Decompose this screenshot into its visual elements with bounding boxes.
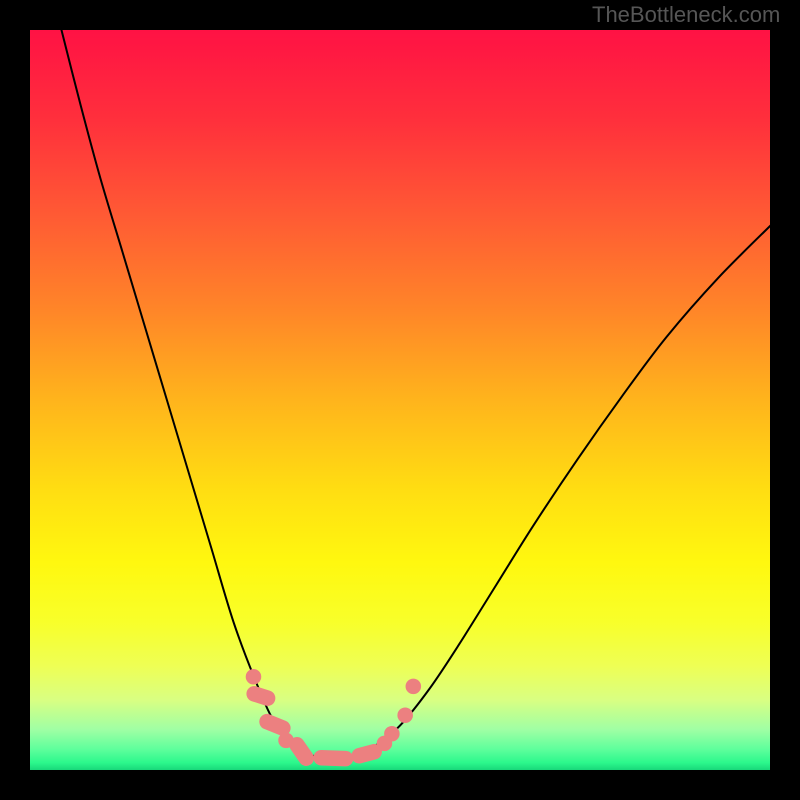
marker-dot bbox=[406, 679, 422, 695]
plot-area bbox=[30, 30, 770, 770]
marker-dot bbox=[397, 707, 413, 723]
marker-dot bbox=[246, 669, 262, 685]
chart-frame: TheBottleneck.com bbox=[0, 0, 800, 800]
marker-dot bbox=[384, 726, 400, 742]
plot-svg bbox=[30, 30, 770, 770]
marker-capsule bbox=[313, 750, 353, 767]
watermark-text: TheBottleneck.com bbox=[592, 2, 780, 28]
gradient-background bbox=[30, 30, 770, 770]
